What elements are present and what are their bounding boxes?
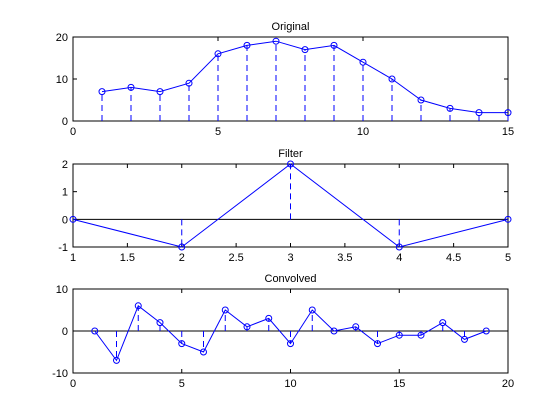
data-point-marker (98, 88, 106, 96)
data-point-marker (185, 79, 193, 87)
x-tick-label: 3 (287, 252, 293, 264)
data-point-marker (265, 314, 273, 322)
data-point-marker (504, 215, 512, 223)
y-tick-label: 10 (56, 284, 68, 296)
x-tick-label: 10 (357, 126, 369, 138)
data-point-marker (214, 50, 222, 58)
data-point-marker (352, 323, 360, 331)
y-tick-label: 20 (56, 32, 68, 44)
data-point-marker (156, 88, 164, 96)
data-point-marker (359, 58, 367, 66)
data-point-marker (127, 83, 135, 91)
y-tick-label: 10 (56, 74, 68, 86)
data-point-marker (308, 306, 316, 314)
axes-box (72, 36, 509, 122)
x-tick-label: 3.5 (337, 252, 352, 264)
data-point-marker (504, 109, 512, 117)
x-tick-label: 4.5 (446, 252, 461, 264)
data-point-marker (475, 109, 483, 117)
subplot-title: Convolved (265, 273, 317, 285)
data-point-marker (287, 340, 294, 348)
x-tick-label: 10 (284, 378, 296, 390)
x-tick-label: 0 (70, 378, 76, 390)
x-tick-label: 15 (502, 126, 514, 138)
x-tick-label: 20 (502, 378, 514, 390)
data-point-marker (69, 215, 77, 223)
data-point-marker (134, 302, 142, 310)
data-point-marker (439, 319, 447, 327)
data-point-marker (178, 243, 186, 251)
data-point-marker (330, 41, 338, 49)
data-point-marker (417, 96, 425, 104)
y-tick-label: 0 (62, 116, 68, 128)
y-tick-label: -1 (58, 242, 68, 254)
series-line (101, 40, 508, 114)
x-tick-label: 0 (70, 126, 76, 138)
y-tick-label: 1 (62, 187, 68, 199)
data-point-marker (446, 104, 454, 112)
data-point-marker (301, 46, 309, 54)
x-tick-label: 15 (393, 378, 405, 390)
data-point-marker (221, 306, 229, 314)
data-point-marker (243, 323, 251, 331)
y-tick-label: -10 (52, 368, 68, 380)
data-point-marker (91, 327, 99, 335)
data-point-marker (287, 160, 294, 168)
subplot-title: Filter (278, 148, 303, 160)
data-point-marker (374, 340, 381, 348)
subplot-filter: Filter 1 1.5 2 2.5 3 3.5 4 4.5 5 -1 0 1 2 (58, 148, 512, 264)
x-tick-label: 5 (505, 252, 511, 264)
x-tick-label: 2 (179, 252, 185, 264)
y-tick-label: 0 (62, 326, 68, 338)
data-point-marker (178, 340, 186, 348)
subplot-original: Original 0 5 10 15 0 10 20 (56, 21, 514, 138)
data-point-marker (388, 75, 396, 83)
data-point-marker (395, 243, 403, 251)
x-tick-label: 5 (179, 378, 185, 390)
series-line (72, 163, 509, 248)
x-tick-label: 4 (396, 252, 402, 264)
y-tick-label: 0 (62, 214, 68, 226)
data-point-marker (482, 327, 490, 335)
data-point-marker (272, 37, 280, 45)
x-tick-label: 1.5 (120, 252, 135, 264)
data-point-marker (156, 319, 164, 327)
data-point-marker (461, 335, 468, 343)
x-tick-label: 2.5 (228, 252, 243, 264)
subplot-title: Original (272, 21, 310, 33)
data-point-marker (330, 327, 338, 335)
data-point-marker (200, 348, 207, 356)
data-point-marker (243, 41, 251, 49)
y-tick-label: 2 (62, 159, 68, 171)
data-point-marker (113, 356, 120, 364)
series-line (94, 304, 487, 362)
x-tick-label: 1 (70, 252, 76, 264)
data-point-marker (395, 331, 403, 339)
x-tick-label: 5 (215, 126, 221, 138)
data-point-marker (417, 331, 425, 339)
